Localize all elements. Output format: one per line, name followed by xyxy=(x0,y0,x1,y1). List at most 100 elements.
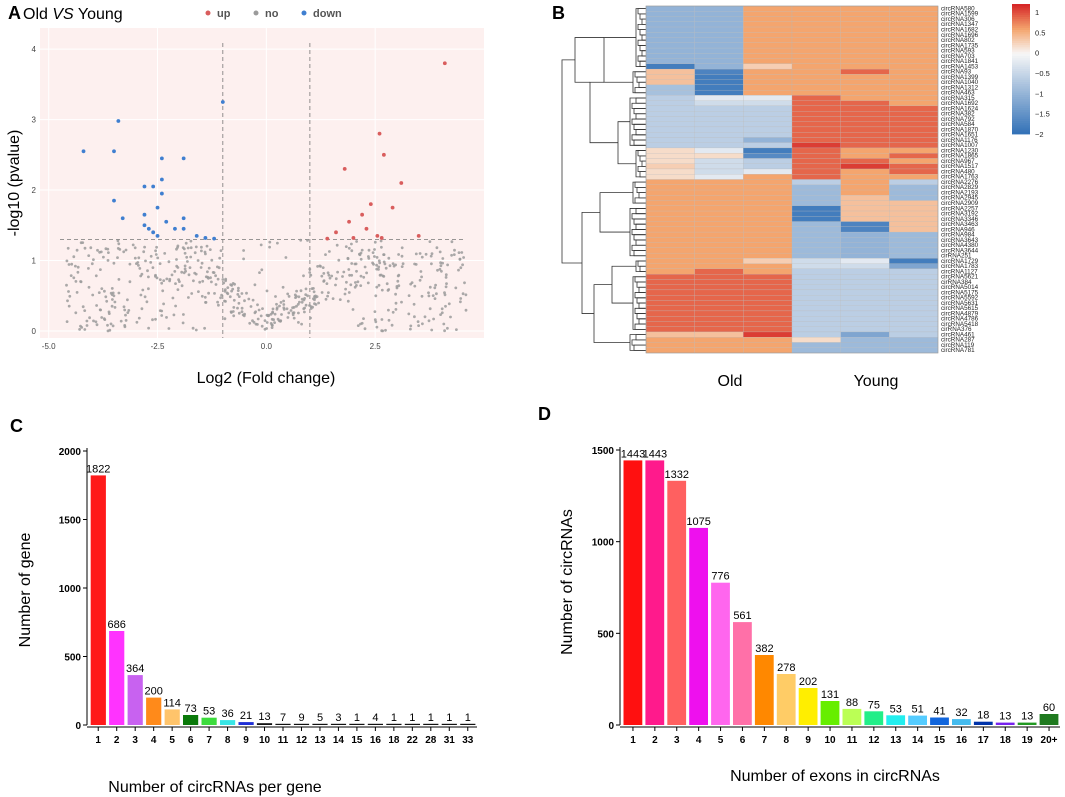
no-change-point xyxy=(106,323,109,327)
up-point xyxy=(325,236,330,241)
no-change-point xyxy=(354,281,357,284)
y-tick-label: 0 xyxy=(608,721,614,732)
heatmap-cell xyxy=(889,121,939,128)
bar-value-label: 1822 xyxy=(86,463,110,475)
heatmap-cell xyxy=(645,210,695,217)
colorbar-step xyxy=(1012,62,1030,66)
bar-14 xyxy=(330,723,347,725)
no-change-point xyxy=(459,266,463,270)
no-change-point xyxy=(435,292,438,296)
bar-13 xyxy=(312,723,328,725)
colorbar-step xyxy=(1012,43,1030,46)
heatmap-cell xyxy=(840,74,890,80)
no-change-point xyxy=(66,299,69,303)
heatmap-cell xyxy=(694,295,744,301)
heatmap-cell xyxy=(840,247,890,254)
no-change-point xyxy=(386,289,390,292)
heatmap-cell xyxy=(743,153,793,159)
dendrogram-branch xyxy=(635,129,646,136)
heatmap-cell xyxy=(840,184,890,191)
volcano-plot-area xyxy=(40,28,484,338)
bar-value-label: 36 xyxy=(221,708,233,720)
no-change-point xyxy=(373,248,376,251)
no-change-point xyxy=(119,319,123,323)
no-change-point xyxy=(138,267,142,270)
bar-value-label: 75 xyxy=(868,699,880,711)
no-change-point xyxy=(219,296,223,300)
bar-2 xyxy=(109,631,125,725)
heatmap-cell xyxy=(645,74,695,80)
no-change-point xyxy=(232,298,236,302)
heatmap-row-label: circRNA5014 xyxy=(941,284,979,291)
no-change-point xyxy=(382,275,386,278)
heatmap-row-label: circRNA5631 xyxy=(941,300,979,307)
down-point xyxy=(146,226,151,231)
heatmap-cell xyxy=(743,105,793,112)
heatmap-row-label: circRNA1783 xyxy=(941,263,979,270)
no-change-point xyxy=(345,280,348,284)
heatmap-cell xyxy=(840,195,890,201)
no-change-point xyxy=(94,320,98,324)
heatmap-cell xyxy=(645,310,695,317)
colorbar-step xyxy=(1012,99,1030,102)
no-change-point xyxy=(296,302,300,306)
heatmap-cell xyxy=(645,242,695,248)
volcano-x-tick-label: -5.0 xyxy=(42,342,56,351)
no-change-point xyxy=(145,300,149,304)
heatmap-cell xyxy=(694,331,744,338)
heatmap-cell xyxy=(840,258,890,264)
colorbar-step xyxy=(1012,71,1030,74)
heatmap-row-label: circRNA287 xyxy=(941,337,975,344)
no-change-point xyxy=(453,248,456,252)
heatmap-cell xyxy=(791,316,841,322)
heatmap-cell xyxy=(840,53,890,59)
dendrogram-branch xyxy=(603,37,636,83)
heatmap-cell xyxy=(645,58,695,64)
no-change-point xyxy=(374,320,378,324)
x-tick-label: 16 xyxy=(956,735,968,746)
dendrogram-branch xyxy=(631,213,646,220)
no-change-point xyxy=(388,264,392,268)
no-change-point xyxy=(207,291,211,295)
down-point xyxy=(151,184,156,189)
no-change-point xyxy=(313,302,316,306)
no-change-point xyxy=(124,313,127,317)
no-change-point xyxy=(189,246,193,250)
up-point xyxy=(399,181,404,185)
heatmap-cell xyxy=(645,274,695,280)
heatmap-cell xyxy=(694,226,744,233)
heatmap-cell xyxy=(840,121,890,128)
heatmap-cell xyxy=(840,163,890,170)
heatmap-cell xyxy=(694,74,744,80)
no-change-point xyxy=(111,324,115,328)
no-change-point xyxy=(289,309,293,312)
heatmap-cell xyxy=(743,132,793,138)
bar-value-label: 21 xyxy=(240,710,252,722)
no-change-point xyxy=(414,252,418,256)
no-change-point xyxy=(167,327,171,330)
no-change-point xyxy=(100,287,104,290)
no-change-point xyxy=(194,245,198,249)
heatmap-cell xyxy=(743,279,793,285)
dendrogram-branch xyxy=(636,313,646,320)
heatmap-cell xyxy=(694,326,744,333)
colorbar-step xyxy=(1012,131,1030,135)
no-change-point xyxy=(278,304,281,308)
no-change-point xyxy=(378,273,382,277)
heatmap-row-label: circRNA5615 xyxy=(941,305,979,312)
x-tick-label: 1 xyxy=(630,735,636,746)
no-change-point xyxy=(94,274,98,278)
no-change-point xyxy=(430,262,433,266)
no-change-point xyxy=(139,274,143,278)
volcano-y-tick-label: 4 xyxy=(32,45,37,54)
no-change-point xyxy=(347,291,351,294)
heatmap-cell xyxy=(791,284,841,291)
no-change-point xyxy=(315,295,319,298)
heatmap-cell xyxy=(840,347,890,354)
heatmap-cell xyxy=(743,89,793,96)
heatmap-cell xyxy=(889,74,939,80)
heatmap-cell xyxy=(840,26,890,33)
no-change-point xyxy=(83,246,87,250)
heatmap-group-old: Old xyxy=(718,373,743,390)
no-change-point xyxy=(359,284,363,287)
